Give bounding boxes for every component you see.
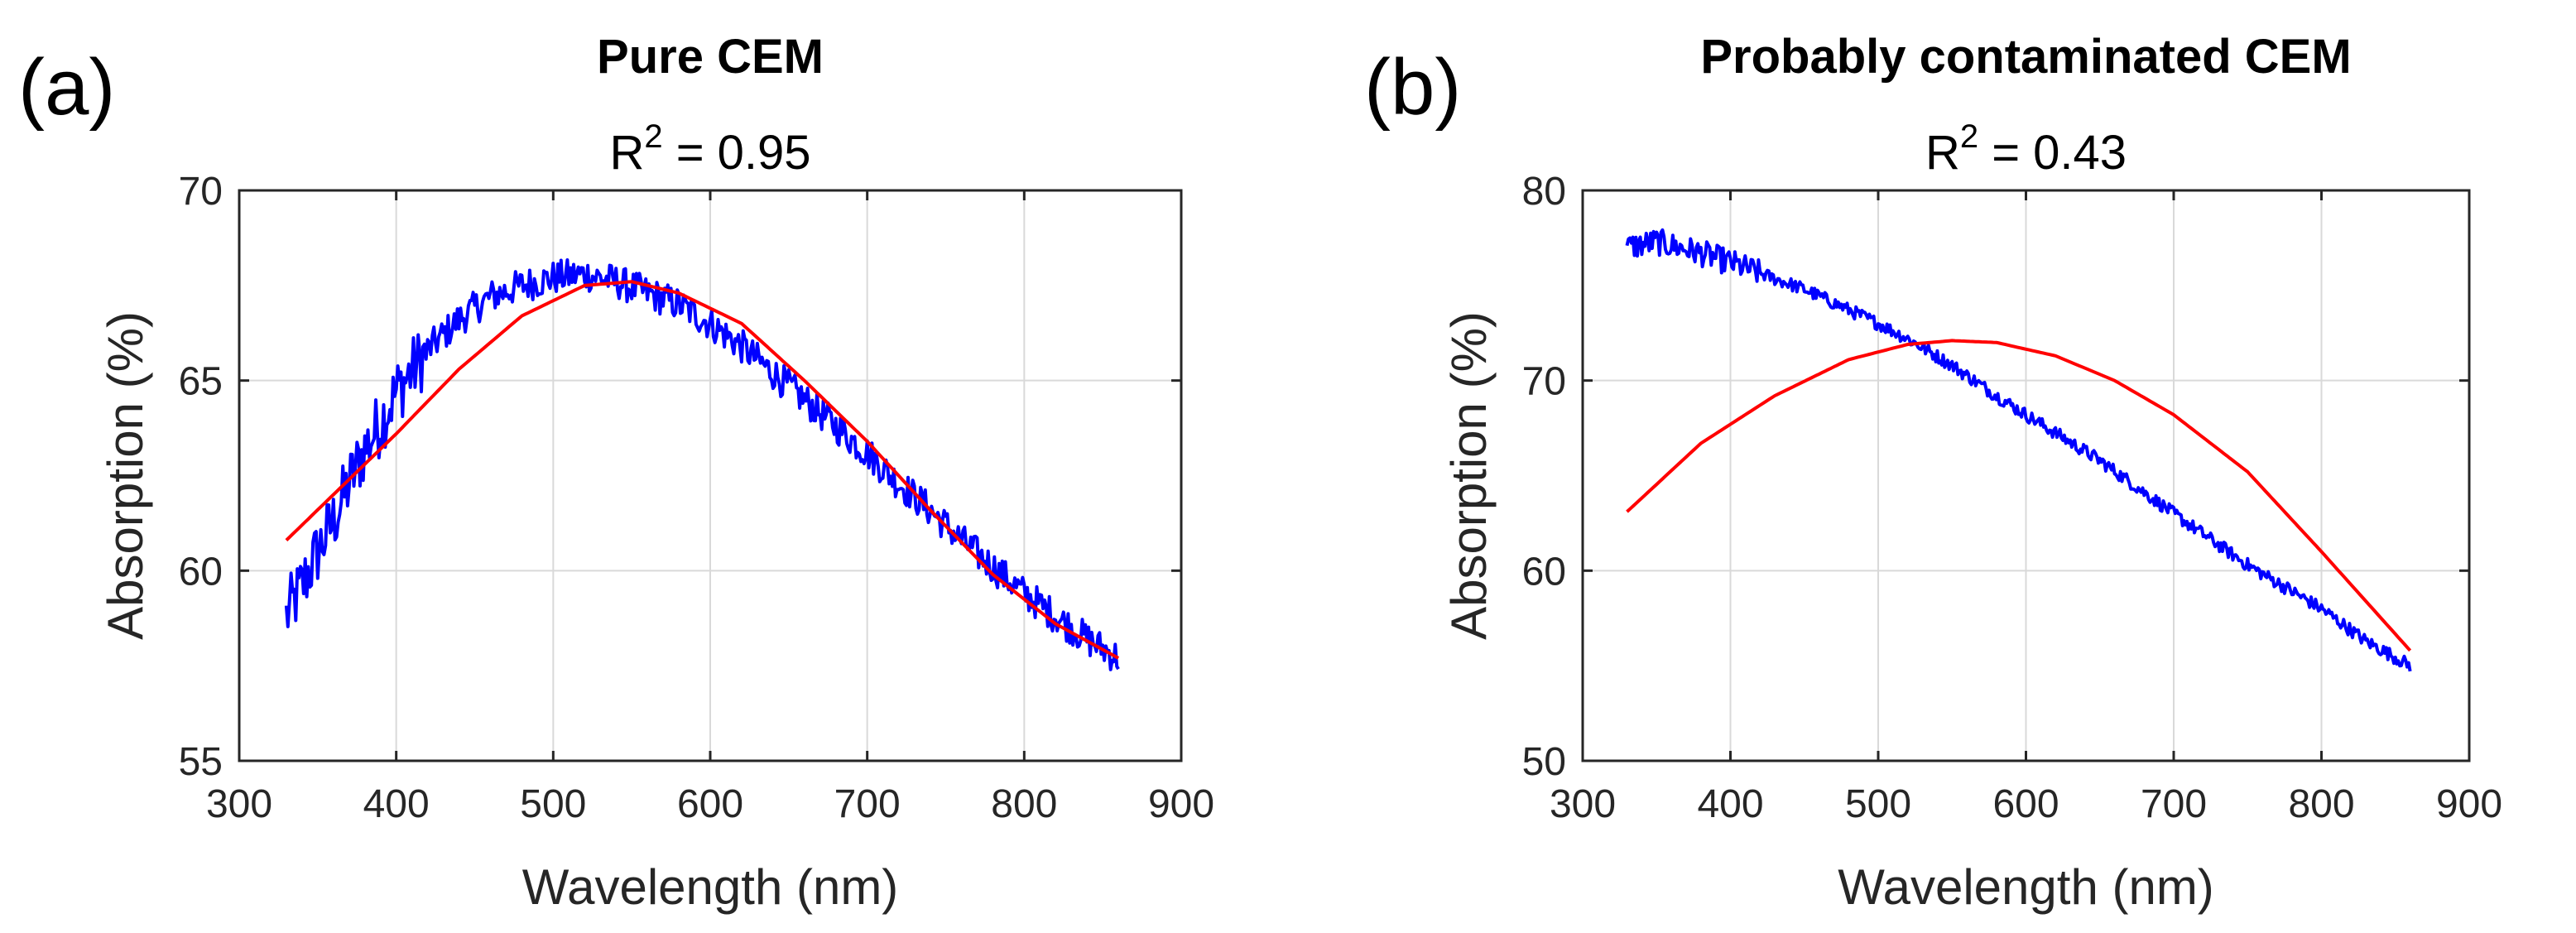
- x-tick-label: 900: [1148, 782, 1214, 826]
- y-tick-label: 50: [1522, 740, 1566, 784]
- x-tick-label: 600: [677, 782, 743, 826]
- series-measured-line: [1625, 228, 2412, 672]
- chart-title: Probably contaminated CEM: [1700, 30, 2351, 84]
- y-tick-label: 70: [179, 170, 223, 214]
- y-tick-label: 55: [179, 740, 223, 784]
- series-fit-line: [1626, 339, 2412, 652]
- x-tick-label: 300: [206, 782, 272, 826]
- x-axis-label: Wavelength (nm): [522, 859, 899, 915]
- subtitle-value: = 0.43: [1978, 126, 2127, 180]
- x-tick-label: 900: [2436, 782, 2502, 826]
- x-tick-label: 700: [2141, 782, 2207, 826]
- subtitle-value: = 0.95: [663, 126, 811, 180]
- x-axis-label: Wavelength (nm): [1838, 859, 2214, 915]
- chart-title: Pure CEM: [597, 30, 824, 84]
- x-tick-label: 800: [991, 782, 1057, 826]
- x-tick-label: 500: [520, 782, 586, 826]
- chart-subtitle: R2 = 0.43: [1925, 118, 2127, 180]
- y-tick-label: 60: [1522, 550, 1566, 594]
- y-axis-label: Absorption (%): [98, 311, 153, 640]
- x-tick-label: 400: [1697, 782, 1763, 826]
- x-tick-label: 700: [834, 782, 901, 826]
- subtitle-prefix: R: [1925, 126, 1960, 180]
- y-tick-label: 60: [179, 550, 223, 594]
- y-axis-label: Absorption (%): [1441, 311, 1497, 640]
- subtitle-prefix: R: [609, 126, 644, 180]
- panel-a: (a) Pure CEM R2 = 0.95 300 400 500 600 700 800 90…: [18, 30, 1214, 915]
- series-measured-line: [284, 258, 1120, 671]
- chart-subtitle: R2 = 0.95: [609, 118, 810, 180]
- y-tick-label: 80: [1522, 170, 1566, 214]
- panel-label: (b): [1364, 43, 1461, 132]
- x-tick-label: 800: [2288, 782, 2354, 826]
- subtitle-superscript: 2: [644, 118, 662, 155]
- y-tick-label: 70: [1522, 360, 1566, 404]
- x-tick-label: 600: [1992, 782, 2059, 826]
- x-tick-label: 400: [363, 782, 430, 826]
- x-tick-label: 500: [1845, 782, 1911, 826]
- y-tick-label: 65: [179, 360, 223, 404]
- panel-label: (a): [18, 43, 115, 132]
- panel-b: (b) Probably contaminated CEM R2 = 0.43 300…: [1364, 30, 2502, 915]
- subtitle-superscript: 2: [1960, 118, 1978, 155]
- x-tick-label: 300: [1550, 782, 1616, 826]
- series-fit-line: [285, 280, 1120, 660]
